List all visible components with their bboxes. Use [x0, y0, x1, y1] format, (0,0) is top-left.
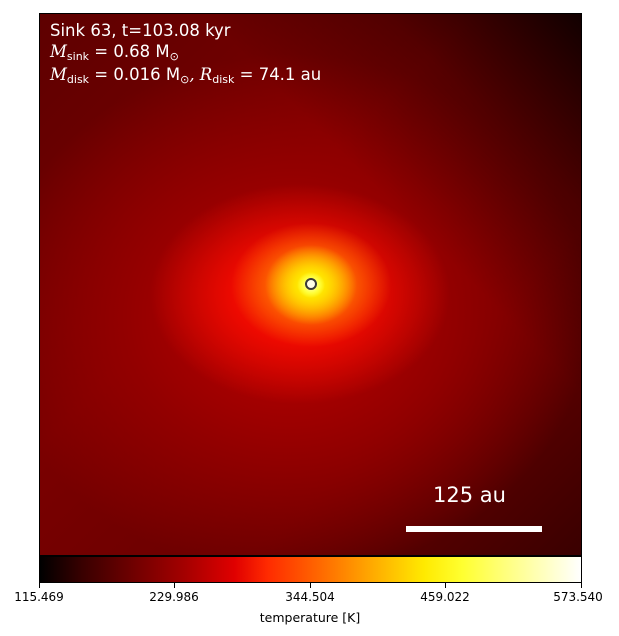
scale-bar-label: 125 au: [433, 483, 506, 507]
colorbar-tick-label: 229.986: [149, 590, 199, 604]
colorbar-tick: [445, 583, 446, 588]
sink-marker-icon: [305, 278, 317, 290]
sink-mass-value: = 0.68 M: [89, 42, 170, 61]
disk-mass-symbol: M: [50, 65, 67, 84]
temperature-map: Sink 63, t=103.08 kyr Msink = 0.68 M⊙ Md…: [39, 13, 582, 556]
colorbar-tick-label: 344.504: [285, 590, 335, 604]
disk-radius-subscript: disk: [212, 73, 235, 86]
colorbar-axis-label: temperature [K]: [259, 610, 361, 625]
colorbar: [39, 556, 582, 583]
colorbar-tick: [174, 583, 175, 588]
sink-mass-label: Msink = 0.68 M⊙: [50, 42, 179, 67]
solar-mass-subscript: ⊙: [180, 73, 190, 86]
colorbar-tick-label: 573.540: [553, 590, 603, 604]
sink-mass-subscript: sink: [66, 50, 90, 63]
disk-radius-symbol: , R: [189, 65, 213, 84]
sink-time-text: Sink 63, t=103.08 kyr: [50, 21, 231, 40]
sink-mass-symbol: M: [50, 42, 67, 61]
disk-mass-value: = 0.016 M: [89, 65, 181, 84]
disk-mass-subscript: disk: [66, 73, 90, 86]
scale-bar: [406, 526, 542, 532]
colorbar-tick: [581, 583, 582, 588]
disk-properties-label: Mdisk = 0.016 M⊙, Rdisk = 74.1 au: [50, 65, 321, 90]
colorbar-tick: [310, 583, 311, 588]
colorbar-tick-label: 459.022: [420, 590, 470, 604]
colorbar-tick: [39, 583, 40, 588]
solar-mass-subscript: ⊙: [169, 50, 179, 63]
disk-radius-value: = 74.1 au: [234, 65, 322, 84]
sink-time-label: Sink 63, t=103.08 kyr: [50, 21, 231, 41]
colorbar-tick-label: 115.469: [14, 590, 64, 604]
